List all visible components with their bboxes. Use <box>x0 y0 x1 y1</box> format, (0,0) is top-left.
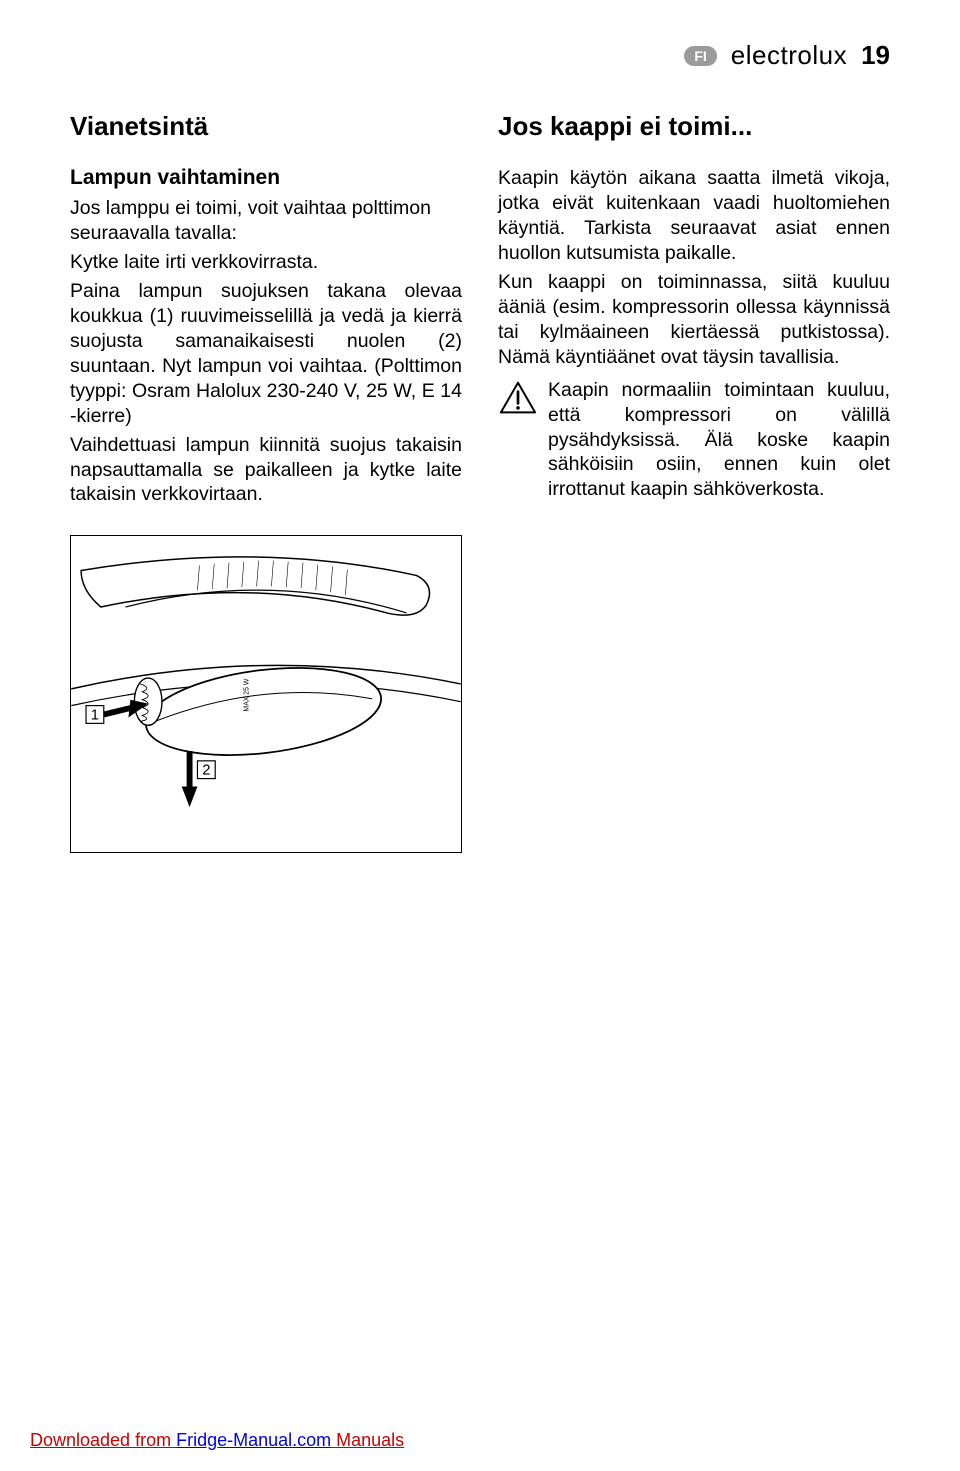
section-title-troubleshooting: Vianetsintä <box>70 111 462 142</box>
warning-text: Kaapin normaaliin toimintaan kuuluu, ett… <box>548 378 890 503</box>
footer-suffix: Manuals <box>331 1430 404 1450</box>
lamp-figure: MAX 25 W 1 2 <box>70 535 462 853</box>
faults-intro-text: Kaapin käytön aikana saatta ilmetä vikoj… <box>498 166 890 266</box>
lamp-intro-text: Jos lamppu ei toimi, voit vaihtaa poltti… <box>70 196 462 246</box>
brand-name: electrolux <box>731 40 847 71</box>
footer-link[interactable]: Fridge-Manual.com <box>176 1430 331 1450</box>
lamp-disconnect-text: Kytke laite irti verkkovirrasta. <box>70 250 462 275</box>
subheading-lamp-replacement: Lampun vaihtaminen <box>70 166 462 190</box>
bulb-wattage-text: MAX 25 W <box>244 679 251 712</box>
svg-text:2: 2 <box>202 763 210 779</box>
svg-text:1: 1 <box>91 708 99 724</box>
arrow-2: 2 <box>182 751 216 807</box>
warning-icon <box>498 380 538 416</box>
right-column: Jos kaappi ei toimi... Kaapin käytön aik… <box>498 111 890 853</box>
section-title-not-working: Jos kaappi ei toimi... <box>498 111 890 142</box>
lamp-diagram-svg: MAX 25 W 1 2 <box>71 536 461 852</box>
footer-prefix: Downloaded from <box>30 1430 176 1450</box>
page-header: FI electrolux 19 <box>70 40 890 71</box>
footer: Downloaded from Fridge-Manual.com Manual… <box>30 1430 404 1451</box>
language-pill: FI <box>684 46 716 66</box>
normal-sounds-text: Kun kaappi on toiminnassa, siitä kuuluu … <box>498 270 890 370</box>
lamp-remove-cover-text: Paina lampun suojuksen takana olevaa kou… <box>70 279 462 429</box>
lamp-reattach-text: Vaihdettuasi lampun kiinnitä suojus taka… <box>70 433 462 508</box>
page-number: 19 <box>861 40 890 71</box>
manual-page: FI electrolux 19 Vianetsintä Lampun vaih… <box>0 0 960 1471</box>
left-column: Vianetsintä Lampun vaihtaminen Jos lampp… <box>70 111 462 853</box>
content-columns: Vianetsintä Lampun vaihtaminen Jos lampp… <box>70 111 890 853</box>
